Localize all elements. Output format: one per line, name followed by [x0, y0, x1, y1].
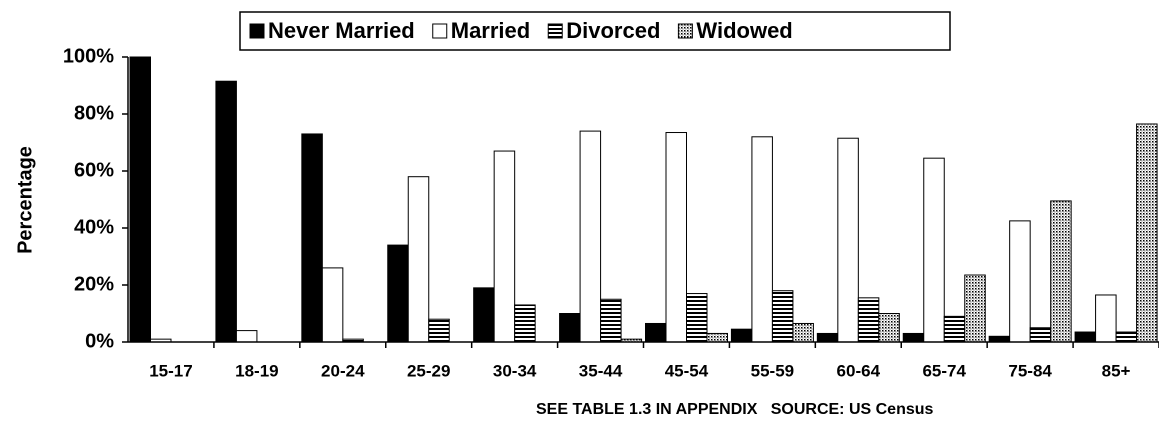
- bar: [215, 80, 237, 343]
- bar: [1009, 220, 1031, 343]
- x-tick-label: 60-64: [837, 361, 881, 380]
- bar: [816, 332, 839, 343]
- bar: [321, 267, 344, 343]
- bar: [943, 315, 966, 343]
- bar: [559, 313, 581, 343]
- bar: [1095, 294, 1117, 343]
- x-tick-label: 15-17: [149, 361, 192, 380]
- legend-label: Never Married: [268, 18, 415, 43]
- bar: [923, 157, 945, 343]
- bar: [600, 298, 622, 343]
- x-tick-label: 18-19: [235, 361, 278, 380]
- legend-swatch: [432, 23, 448, 39]
- bar: [473, 287, 495, 343]
- bar: [1136, 123, 1158, 343]
- legend-box: [239, 11, 951, 51]
- bar: [792, 322, 814, 343]
- legend-swatch: [547, 23, 563, 39]
- bar: [706, 332, 728, 343]
- bar: [964, 274, 986, 343]
- bar: [902, 332, 925, 343]
- bar: [1074, 331, 1097, 343]
- x-tick-label: 75-84: [1008, 361, 1052, 380]
- bar: [407, 176, 430, 343]
- y-tick-label: 100%: [63, 45, 114, 67]
- bar: [493, 150, 516, 343]
- bar: [857, 297, 880, 343]
- bar: [129, 56, 151, 343]
- legend-swatch: [249, 23, 265, 39]
- bar: [665, 132, 687, 343]
- y-tick-label: 20%: [74, 273, 114, 295]
- legend-swatch: [677, 23, 693, 39]
- x-tick-label: 45-54: [665, 361, 709, 380]
- legend-label: Married: [451, 18, 530, 43]
- y-tick-label: 60%: [74, 159, 114, 181]
- y-tick-label: 0%: [85, 330, 114, 352]
- x-tick-label: 30-34: [493, 361, 537, 380]
- x-tick-label: 20-24: [321, 361, 365, 380]
- bar: [235, 330, 258, 343]
- x-tick-label: 25-29: [407, 361, 450, 380]
- x-tick-label: 55-59: [751, 361, 794, 380]
- y-axis-label: Percentage: [14, 146, 36, 254]
- x-tick-label: 85+: [1102, 361, 1131, 380]
- bar: [837, 137, 859, 343]
- bar: [301, 133, 323, 343]
- legend-label: Divorced: [566, 18, 660, 43]
- x-tick-label: 35-44: [579, 361, 623, 380]
- bar: [751, 136, 773, 343]
- y-tick-label: 80%: [74, 102, 114, 124]
- bar: [514, 304, 536, 343]
- bar: [771, 290, 794, 343]
- bar: [1115, 331, 1138, 343]
- bar: [645, 322, 667, 343]
- bar: [878, 313, 900, 343]
- bar: [1050, 200, 1072, 343]
- y-tick-label: 40%: [74, 216, 114, 238]
- bar: [579, 130, 602, 343]
- x-tick-label: 65-74: [922, 361, 966, 380]
- bar: [428, 318, 450, 343]
- bar: [988, 335, 1011, 343]
- annotation: SEE TABLE 1.3 IN APPENDIX SOURCE: US Cen…: [536, 401, 934, 418]
- bar: [1029, 327, 1052, 343]
- bar: [686, 293, 708, 343]
- legend-label: Widowed: [696, 18, 792, 43]
- bar: [730, 328, 753, 343]
- bar: [387, 244, 409, 343]
